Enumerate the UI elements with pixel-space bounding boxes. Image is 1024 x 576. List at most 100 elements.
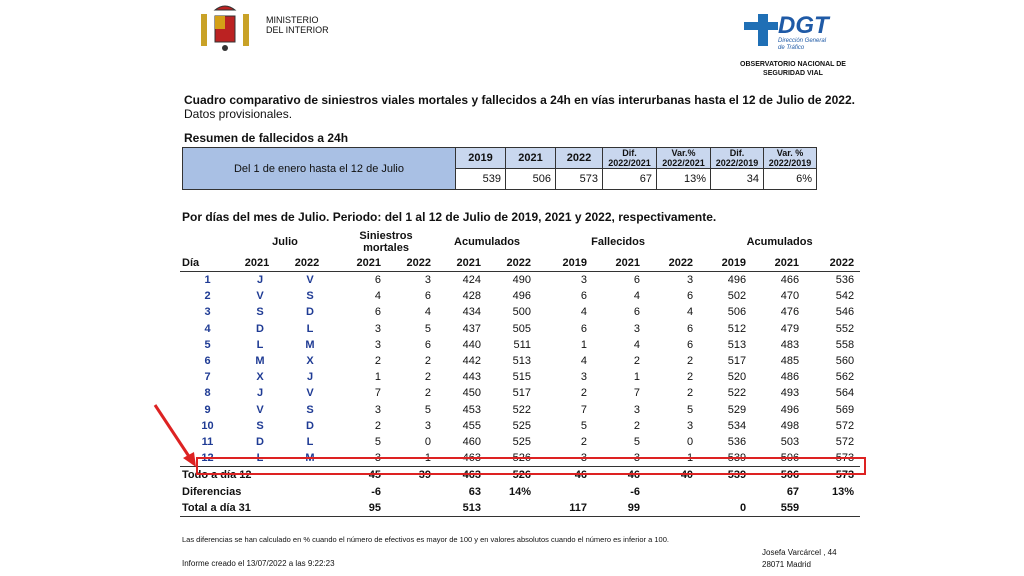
day-key: 8 bbox=[204, 387, 211, 400]
summary-value: 539 bbox=[455, 168, 506, 190]
summary-header-text: 2022/2019 bbox=[768, 158, 812, 168]
summary-header: 2022 bbox=[555, 147, 603, 169]
day-value: 2 bbox=[686, 387, 694, 400]
day-value: 453 bbox=[462, 403, 482, 416]
day-value: 4 bbox=[633, 290, 641, 303]
day-value: 5 bbox=[424, 403, 432, 416]
day-value: 525 bbox=[512, 435, 532, 448]
ministry-line: DEL INTERIOR bbox=[266, 25, 329, 35]
total-value: -6 bbox=[371, 485, 382, 498]
day-value: 573 bbox=[835, 452, 855, 465]
subheader: 2022 bbox=[387, 254, 438, 272]
day-value: 539 bbox=[727, 452, 747, 465]
group-header-text: Acumulados bbox=[746, 236, 813, 248]
total-value: 40 bbox=[646, 466, 700, 484]
subheader: 2021 bbox=[335, 254, 388, 272]
day-value: 506 bbox=[727, 306, 747, 319]
day-value: 569 bbox=[835, 403, 855, 416]
day-value: 511 bbox=[513, 338, 532, 351]
summary-value: 13% bbox=[656, 168, 711, 190]
day-value: 493 bbox=[780, 387, 800, 400]
day-value: 470 bbox=[780, 290, 800, 303]
group-header: Julio bbox=[235, 230, 335, 254]
day-value: 434 bbox=[462, 306, 482, 319]
day-value: 7 bbox=[374, 387, 382, 400]
day-key: 10 bbox=[201, 419, 214, 432]
day-value: 502 bbox=[727, 290, 747, 303]
day-value: 3 bbox=[374, 322, 382, 335]
total-value: 67 bbox=[786, 485, 800, 498]
total-value: -6 bbox=[630, 485, 641, 498]
day-value: 476 bbox=[780, 306, 800, 319]
day-row: 12 L M 3 1 463 526 3 3 1 539 506 573 bbox=[180, 450, 860, 467]
day-value: 486 bbox=[780, 371, 800, 384]
group-header: Fallecidos bbox=[537, 230, 699, 254]
summary-header: Dif. 2022/2021 bbox=[602, 147, 657, 169]
day-row: 10 S D 2 3 455 525 5 2 3 534 498 572 bbox=[180, 418, 860, 434]
day-key: S bbox=[256, 419, 264, 432]
total-value: 513 bbox=[437, 499, 488, 517]
group-header-text: Julio bbox=[272, 236, 298, 248]
total-value bbox=[387, 483, 437, 499]
total-value: 506 bbox=[752, 466, 806, 484]
day-value: 490 bbox=[512, 274, 532, 287]
day-value: 485 bbox=[780, 355, 800, 368]
day-key: D bbox=[306, 306, 314, 319]
day-value: 496 bbox=[780, 403, 800, 416]
day-value: 3 bbox=[686, 274, 694, 287]
address-line: Josefa Varcárcel , 44 bbox=[762, 548, 837, 557]
summary-title: Resumen de fallecidos a 24h bbox=[184, 131, 349, 145]
total-value: 95 bbox=[335, 499, 388, 517]
summary-label: Del 1 de enero hasta el 12 de Julio bbox=[182, 147, 456, 190]
day-value: 3 bbox=[686, 419, 694, 432]
day-value: 2 bbox=[686, 355, 694, 368]
summary-header: Var. % 2022/2019 bbox=[763, 147, 817, 169]
day-key: X bbox=[256, 371, 264, 384]
day-value: 6 bbox=[686, 290, 694, 303]
day-key: J bbox=[256, 274, 264, 287]
day-row: 1 J V 6 3 424 490 3 6 3 496 466 536 bbox=[180, 272, 860, 289]
day-value: 4 bbox=[374, 290, 382, 303]
day-value: 440 bbox=[462, 338, 482, 351]
total-value: 14% bbox=[509, 485, 532, 498]
total-value: 46 bbox=[593, 466, 647, 484]
summary-header: 2021 bbox=[505, 147, 556, 169]
day-row: 9 V S 3 5 453 522 7 3 5 529 496 569 bbox=[180, 402, 860, 418]
day-value: 2 bbox=[424, 355, 432, 368]
coat-of-arms bbox=[201, 5, 249, 51]
summary-header: Var.% 2022/2021 bbox=[656, 147, 711, 169]
total-value bbox=[537, 483, 593, 499]
day-value: 3 bbox=[374, 452, 382, 465]
day-value: 442 bbox=[462, 355, 482, 368]
day-row: 6 M X 2 2 442 513 4 2 2 517 485 560 bbox=[180, 353, 860, 369]
summary-header-text: 2022/2021 bbox=[662, 158, 705, 168]
day-value: 0 bbox=[424, 435, 432, 448]
total-value bbox=[699, 483, 752, 499]
day-key: S bbox=[306, 290, 314, 303]
day-key: M bbox=[305, 338, 315, 351]
total-value: 13% bbox=[832, 485, 855, 498]
day-value: 424 bbox=[462, 274, 482, 287]
day-key: L bbox=[306, 322, 314, 335]
total-value: 39 bbox=[387, 466, 438, 484]
day-key: M bbox=[255, 355, 265, 368]
day-value: 6 bbox=[580, 290, 588, 303]
day-value: 562 bbox=[835, 371, 855, 384]
subheader: 2021 bbox=[752, 254, 806, 272]
subheader: 2021 bbox=[235, 254, 285, 272]
group-header: Acumulados bbox=[437, 230, 537, 254]
subtitle: Datos provisionales. bbox=[184, 107, 293, 121]
subheader: 2021 bbox=[593, 254, 647, 272]
day-value: 558 bbox=[835, 338, 855, 351]
day-row: 4 D L 3 5 437 505 6 3 6 512 479 552 bbox=[180, 321, 860, 337]
day-value: 2 bbox=[633, 355, 641, 368]
day-value: 552 bbox=[835, 322, 855, 335]
day-value: 520 bbox=[727, 371, 747, 384]
day-value: 6 bbox=[580, 322, 588, 335]
day-value: 2 bbox=[633, 419, 641, 432]
total-value: 63 bbox=[468, 485, 482, 498]
subheader: 2019 bbox=[699, 254, 753, 272]
day-value: 4 bbox=[580, 355, 588, 368]
subheader: 2022 bbox=[487, 254, 538, 272]
total-row: Todo a día 12 45 39 463 526 46 46 40 539 506 573 bbox=[180, 466, 861, 484]
